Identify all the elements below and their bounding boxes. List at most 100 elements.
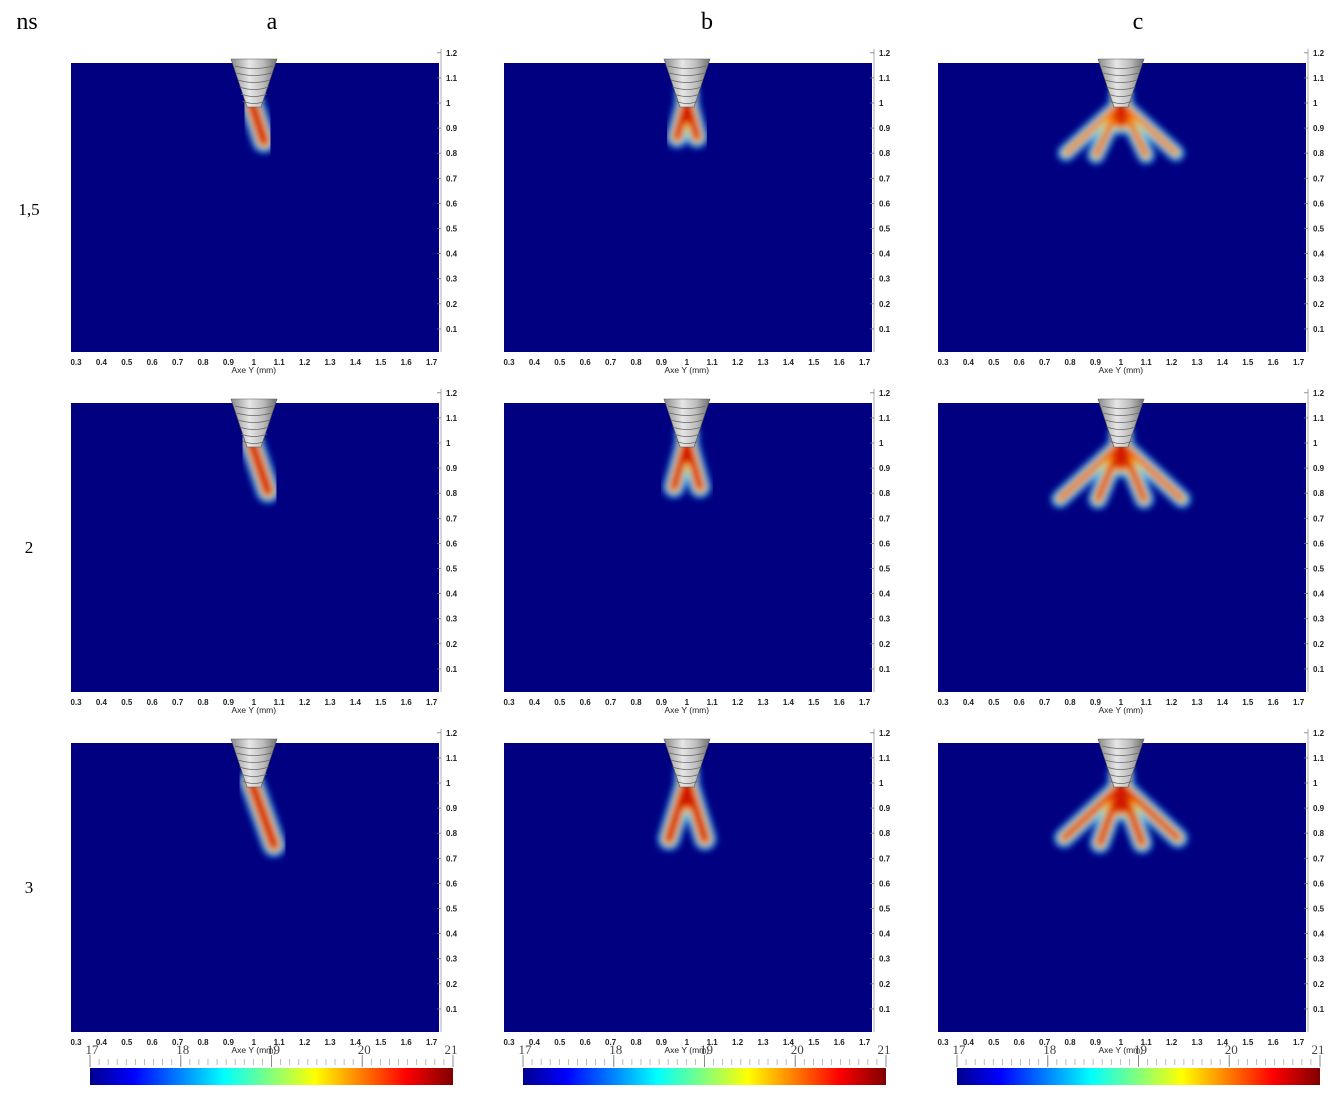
colorbar-tick-label: 18 xyxy=(609,1042,622,1057)
x-tick-label: 0.9 xyxy=(656,1038,668,1047)
colorbar-tick-label: 17 xyxy=(86,1042,100,1057)
y-tick-label: 0.8 xyxy=(446,489,458,498)
y-tick-label: 0.2 xyxy=(1313,980,1325,989)
x-tick-label: 0.5 xyxy=(988,358,1000,367)
nozzle-stripe xyxy=(1109,780,1133,784)
x-tick-label: 0.6 xyxy=(147,358,159,367)
x-tick-label: 0.3 xyxy=(503,358,515,367)
x-tick-label: 1.2 xyxy=(1166,698,1178,707)
x-tick-label: 1.7 xyxy=(426,698,438,707)
nozzle-stripe xyxy=(1107,773,1135,777)
colorbar-tick-label: 19 xyxy=(1134,1042,1147,1057)
colorbar-tick-label: 17 xyxy=(953,1042,967,1057)
y-tick-label: 0.8 xyxy=(1313,149,1325,158)
x-tick-label: 1.3 xyxy=(324,1038,336,1047)
x-tick-label: 1 xyxy=(1119,1038,1124,1047)
nozzle-stripe xyxy=(673,93,701,97)
x-tick-label: 0.7 xyxy=(1039,1038,1051,1047)
nozzle xyxy=(1097,738,1145,788)
y-tick-label: 0.9 xyxy=(446,464,458,473)
y-tick-label: 0.5 xyxy=(1313,565,1325,574)
y-tick-label: 0.2 xyxy=(446,980,458,989)
x-tick-label: 1.1 xyxy=(707,1038,719,1047)
column-label: a xyxy=(267,9,278,35)
nozzle-stripe xyxy=(234,65,274,69)
nozzle-stripe xyxy=(239,426,269,430)
nozzle xyxy=(230,398,278,448)
panel: 0.1 0.2 0.3 0.4 0.5 0.6 0.7 0.8 0.9 1 1.1 1.2 0.3 0.4… xyxy=(937,729,1324,1055)
nozzle-stripe xyxy=(236,752,272,756)
x-tick-label: 1.5 xyxy=(375,1038,387,1047)
plume-stroke xyxy=(247,437,272,495)
nozzle-stripe xyxy=(670,79,704,83)
y-tick-label: 0.4 xyxy=(1313,590,1325,599)
y-tick-label: 0.1 xyxy=(446,325,458,334)
nozzle-stripe xyxy=(239,86,269,90)
y-tick-label: 1.1 xyxy=(1313,414,1325,423)
panel: 0.1 0.2 0.3 0.4 0.5 0.6 0.7 0.8 0.9 1 1.1 1.2 0.3 0.4… xyxy=(937,49,1324,375)
panel: 0.1 0.2 0.3 0.4 0.5 0.6 0.7 0.8 0.9 1 1.1 1.2 0.3 0.4… xyxy=(503,49,890,375)
y-tick-label: 1.1 xyxy=(879,74,891,83)
x-tick-label: 1.4 xyxy=(783,698,795,707)
corner-label: ns xyxy=(16,9,37,35)
x-tick-label: 1.7 xyxy=(1293,358,1305,367)
x-tick-label: 1.1 xyxy=(1141,1038,1153,1047)
y-tick-label: 0.6 xyxy=(446,539,458,548)
x-axis-label: Axe Y (mm) xyxy=(1099,705,1144,715)
y-tick-label: 0.6 xyxy=(879,539,891,548)
x-tick-label: 1 xyxy=(685,1038,690,1047)
plume xyxy=(657,760,717,851)
x-tick-label: 1.6 xyxy=(1268,358,1280,367)
colorbar-tick-label: 21 xyxy=(1312,1042,1325,1057)
x-tick-label: 0.4 xyxy=(529,358,541,367)
x-tick-label: 0.3 xyxy=(937,358,949,367)
x-tick-label: 0.4 xyxy=(529,1038,541,1047)
x-tick-label: 0.3 xyxy=(937,698,949,707)
x-tick-label: 0.6 xyxy=(580,1038,592,1047)
nozzle-stripe xyxy=(242,440,266,444)
y-tick-label: 0.9 xyxy=(879,804,891,813)
colorbar-tick-label: 19 xyxy=(267,1042,280,1057)
x-tick-label: 0.4 xyxy=(963,698,975,707)
x-tick-label: 1.4 xyxy=(350,358,362,367)
y-tick-label: 0.2 xyxy=(879,980,891,989)
row-label: 1,5 xyxy=(18,200,39,219)
x-tick-label: 0.8 xyxy=(1064,698,1076,707)
y-tick-label: 0.2 xyxy=(446,300,458,309)
y-tick-label: 0.3 xyxy=(446,955,458,964)
y-tick-label: 0.4 xyxy=(446,250,458,259)
nozzle xyxy=(230,738,278,788)
y-tick-label: 0.4 xyxy=(879,250,891,259)
x-tick-label: 0.8 xyxy=(197,358,209,367)
x-tick-label: 1.5 xyxy=(1242,1038,1254,1047)
x-axis-label: Axe Y (mm) xyxy=(665,1045,710,1055)
colorbar-tick-label: 20 xyxy=(358,1042,371,1057)
x-tick-label: 1.3 xyxy=(324,698,336,707)
plume-stroke xyxy=(1119,783,1180,840)
colorbar-gradient xyxy=(90,1068,453,1085)
nozzle-stripe xyxy=(234,745,274,749)
y-tick-label: 0.6 xyxy=(1313,199,1325,208)
y-tick-label: 0.2 xyxy=(879,300,891,309)
y-tick-label: 1.2 xyxy=(446,389,458,398)
x-tick-label: 0.7 xyxy=(172,698,184,707)
x-tick-label: 1 xyxy=(685,698,690,707)
y-tick-label: 0.8 xyxy=(879,489,891,498)
nozzle-stripe xyxy=(237,79,271,83)
x-axis-label: Axe Y (mm) xyxy=(232,1045,277,1055)
x-tick-label: 0.6 xyxy=(1014,1038,1026,1047)
row-label: 3 xyxy=(25,878,34,897)
x-tick-label: 0.4 xyxy=(96,1038,108,1047)
y-tick-label: 0.8 xyxy=(1313,829,1325,838)
y-tick-label: 1 xyxy=(446,779,451,788)
x-tick-label: 0.9 xyxy=(1090,698,1102,707)
x-tick-label: 1.5 xyxy=(808,1038,820,1047)
nozzle-stripe xyxy=(670,759,704,763)
column-label: c xyxy=(1133,9,1144,35)
x-tick-label: 0.9 xyxy=(1090,358,1102,367)
x-tick-label: 1.6 xyxy=(1268,698,1280,707)
y-tick-label: 0.8 xyxy=(446,149,458,158)
x-axis-label: Axe Y (mm) xyxy=(665,705,710,715)
x-tick-label: 0.5 xyxy=(988,1038,1000,1047)
y-tick-label: 1.1 xyxy=(446,754,458,763)
